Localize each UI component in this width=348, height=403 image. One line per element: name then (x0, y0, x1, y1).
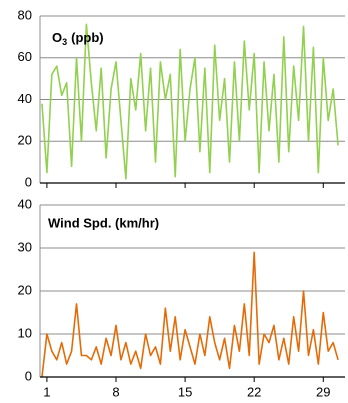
x-tick-label: 29 (316, 384, 330, 399)
y-tick-label: 0 (25, 368, 32, 383)
y-tick-label: 0 (25, 174, 32, 189)
y-tick-label: 20 (18, 133, 32, 148)
y-tick-label: 20 (18, 282, 32, 297)
x-tick-label: 15 (178, 384, 192, 399)
x-tick-label: 1 (43, 384, 50, 399)
title-main: O (52, 30, 62, 45)
data-line (41, 23, 339, 180)
title-subscript: 3 (62, 37, 67, 47)
y-tick-label: 30 (18, 239, 32, 254)
y-tick-label: 40 (18, 196, 32, 211)
data-line (41, 251, 339, 378)
x-tick-label: 8 (112, 384, 119, 399)
y-tick-label: 80 (18, 7, 32, 22)
chart-title: O3 (ppb) (52, 30, 104, 47)
chart-title: Wind Spd. (km/hr) (48, 215, 159, 230)
title-rest: (ppb) (71, 30, 103, 45)
y-tick-label: 60 (18, 49, 32, 64)
x-tick-label: 22 (247, 384, 261, 399)
y-tick-label: 10 (18, 325, 32, 340)
y-tick-label: 40 (18, 91, 32, 106)
